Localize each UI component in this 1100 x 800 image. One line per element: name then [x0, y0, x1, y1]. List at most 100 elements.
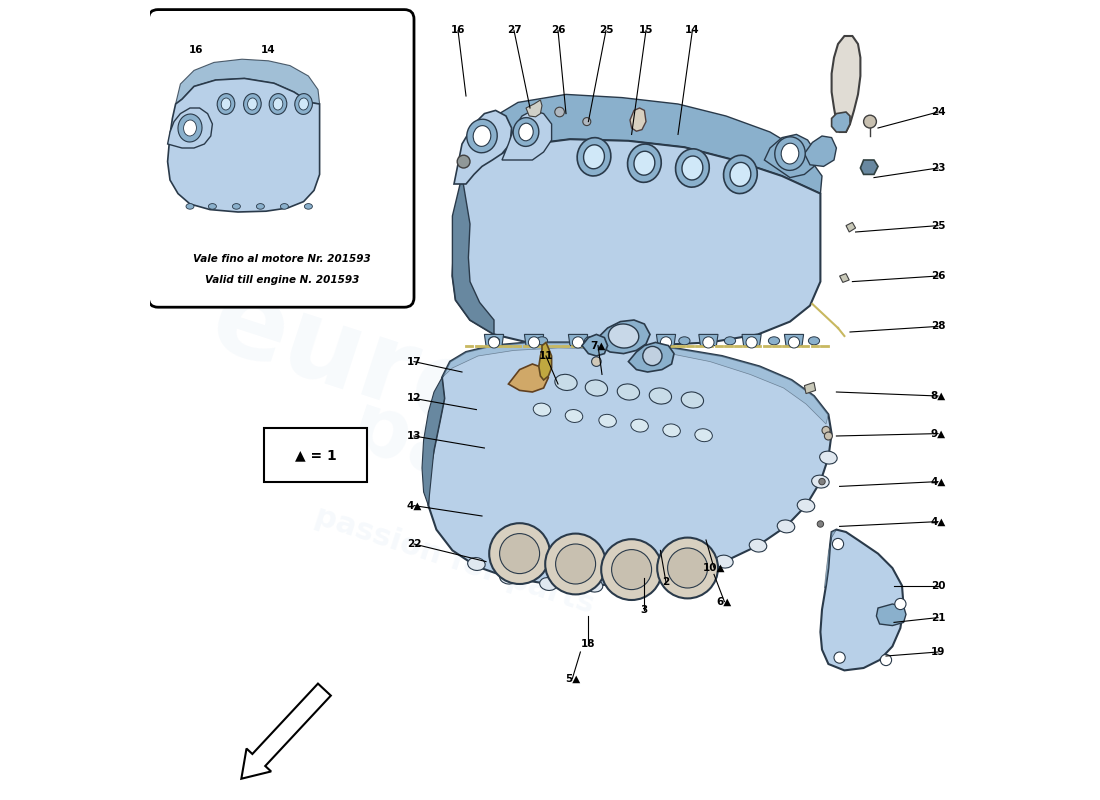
Ellipse shape	[695, 429, 713, 442]
Ellipse shape	[540, 578, 558, 590]
Ellipse shape	[584, 145, 604, 169]
Text: 2: 2	[662, 578, 670, 587]
Text: 19: 19	[931, 647, 945, 657]
Ellipse shape	[812, 475, 829, 488]
Polygon shape	[804, 382, 815, 394]
Text: 9▲: 9▲	[931, 429, 946, 438]
Polygon shape	[821, 530, 903, 670]
Polygon shape	[525, 334, 543, 346]
Circle shape	[746, 337, 757, 348]
Text: 7▲: 7▲	[591, 341, 606, 350]
Polygon shape	[784, 334, 804, 346]
Text: 8▲: 8▲	[931, 391, 946, 401]
Ellipse shape	[299, 98, 308, 110]
Ellipse shape	[608, 324, 639, 348]
Ellipse shape	[630, 419, 648, 432]
Ellipse shape	[679, 337, 690, 345]
Ellipse shape	[534, 403, 551, 416]
Ellipse shape	[295, 94, 312, 114]
Text: 16: 16	[451, 26, 465, 35]
Ellipse shape	[681, 392, 704, 408]
Text: 22: 22	[407, 539, 421, 549]
Ellipse shape	[675, 149, 710, 187]
Circle shape	[789, 337, 800, 348]
Ellipse shape	[221, 98, 231, 110]
Ellipse shape	[521, 368, 543, 384]
Polygon shape	[613, 334, 631, 346]
Circle shape	[668, 548, 707, 588]
Circle shape	[546, 534, 606, 594]
Ellipse shape	[208, 203, 217, 209]
Text: 25: 25	[931, 221, 945, 230]
Polygon shape	[167, 78, 320, 212]
Ellipse shape	[468, 558, 485, 570]
Text: 26: 26	[931, 271, 945, 281]
Polygon shape	[698, 334, 718, 346]
Circle shape	[488, 337, 499, 348]
Text: 14: 14	[685, 26, 700, 35]
Text: 13: 13	[407, 431, 421, 441]
Polygon shape	[454, 110, 512, 184]
Text: 18: 18	[581, 639, 596, 649]
Polygon shape	[764, 134, 815, 178]
Ellipse shape	[675, 568, 693, 581]
Ellipse shape	[514, 118, 539, 146]
FancyBboxPatch shape	[264, 428, 366, 482]
Ellipse shape	[632, 337, 644, 345]
Ellipse shape	[554, 374, 578, 390]
Ellipse shape	[243, 94, 261, 114]
Polygon shape	[824, 530, 836, 588]
Text: 24: 24	[931, 107, 945, 117]
Polygon shape	[839, 274, 849, 282]
Ellipse shape	[466, 119, 497, 153]
Text: 23: 23	[931, 163, 945, 173]
Text: passion for parts: passion for parts	[310, 501, 597, 619]
Circle shape	[703, 337, 714, 348]
Ellipse shape	[473, 126, 491, 146]
Circle shape	[864, 115, 877, 128]
Ellipse shape	[280, 203, 288, 209]
Text: 14: 14	[261, 45, 276, 54]
Ellipse shape	[634, 151, 654, 175]
Ellipse shape	[273, 98, 283, 110]
Text: 11: 11	[539, 351, 553, 361]
Polygon shape	[428, 342, 832, 586]
Ellipse shape	[628, 144, 661, 182]
Ellipse shape	[488, 337, 499, 345]
Circle shape	[642, 346, 662, 366]
Polygon shape	[569, 334, 587, 346]
Ellipse shape	[682, 156, 703, 180]
Text: parts: parts	[340, 387, 600, 541]
Ellipse shape	[769, 337, 780, 345]
Circle shape	[499, 534, 540, 574]
Polygon shape	[832, 36, 860, 132]
Text: 4▲: 4▲	[931, 477, 946, 486]
Ellipse shape	[585, 380, 607, 396]
Ellipse shape	[499, 571, 517, 584]
Text: 26: 26	[551, 26, 565, 35]
Ellipse shape	[217, 94, 234, 114]
Ellipse shape	[730, 162, 751, 186]
Ellipse shape	[778, 520, 795, 533]
Ellipse shape	[663, 424, 681, 437]
Text: 15: 15	[639, 26, 653, 35]
Polygon shape	[877, 604, 906, 626]
Text: 12: 12	[407, 394, 421, 403]
Ellipse shape	[630, 576, 648, 589]
Polygon shape	[452, 176, 494, 334]
Polygon shape	[630, 108, 646, 131]
Polygon shape	[176, 59, 320, 104]
Ellipse shape	[649, 388, 671, 404]
Polygon shape	[442, 342, 828, 424]
Ellipse shape	[256, 203, 264, 209]
Text: 27: 27	[507, 26, 521, 35]
Ellipse shape	[617, 384, 639, 400]
Ellipse shape	[798, 499, 815, 512]
Text: 5▲: 5▲	[564, 674, 580, 683]
Circle shape	[572, 337, 584, 348]
Ellipse shape	[820, 451, 837, 464]
Text: 21: 21	[931, 613, 945, 622]
Ellipse shape	[725, 337, 736, 345]
Circle shape	[880, 654, 892, 666]
Text: euro: euro	[198, 265, 503, 455]
